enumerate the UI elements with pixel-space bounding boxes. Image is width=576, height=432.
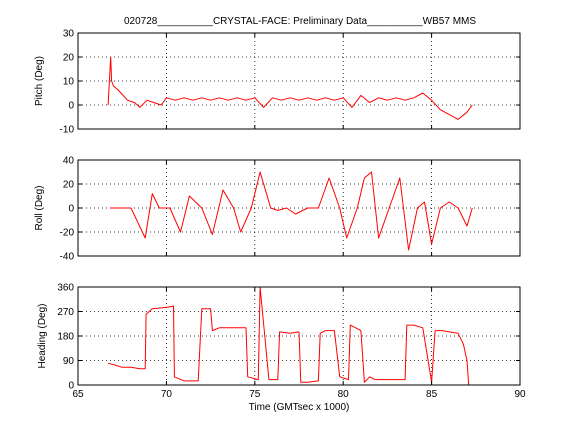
pitch-y-tick-label: 10 — [63, 77, 75, 88]
pitch-y-axis-label: Pitch (Deg) — [34, 56, 45, 106]
pitch-panel: -10 0 10 20 30 Pitch (Deg) — [34, 29, 521, 136]
x-axis-label: Time (GMTsec x 1000) — [249, 402, 350, 413]
x-tick-label: 85 — [426, 389, 438, 400]
heading-y-tick-label: 0 — [68, 381, 74, 392]
heading-y-tick-label: 90 — [63, 356, 75, 367]
pitch-y-tick-label: 20 — [63, 53, 75, 64]
roll-y-tick-label: -40 — [60, 252, 75, 263]
roll-y-tick-label: -20 — [60, 228, 75, 239]
heading-y-tick-label: 360 — [57, 283, 74, 294]
roll-panel: -40 -20 0 20 40 Roll (Deg) — [34, 156, 521, 263]
pitch-y-tick-label: -10 — [60, 125, 75, 136]
roll-y-tick-label: 40 — [63, 156, 75, 167]
x-tick-label: 80 — [338, 389, 350, 400]
heading-y-tick-label: 270 — [57, 307, 74, 318]
pitch-y-tick-label: 30 — [63, 29, 75, 40]
figure-title: 020728__________CRYSTAL-FACE: Preliminar… — [124, 16, 476, 27]
pitch-y-tick-label: 0 — [68, 101, 74, 112]
x-tick-label: 65 — [72, 389, 84, 400]
x-tick-label: 75 — [249, 389, 261, 400]
heading-panel: 65 70 75 80 85 90 0 90 180 270 360 Heading (Deg) — [37, 283, 526, 401]
x-tick-label: 70 — [161, 389, 173, 400]
heading-y-axis-label: Heading (Deg) — [37, 303, 48, 368]
roll-series-line — [109, 171, 473, 251]
roll-y-axis-label: Roll (Deg) — [34, 185, 45, 230]
pitch-series-line — [107, 56, 473, 120]
x-tick-label: 90 — [514, 389, 526, 400]
heading-y-tick-label: 180 — [57, 332, 74, 343]
roll-y-tick-label: 0 — [68, 204, 74, 215]
roll-y-tick-label: 20 — [63, 180, 75, 191]
heading-series-line — [107, 286, 470, 386]
